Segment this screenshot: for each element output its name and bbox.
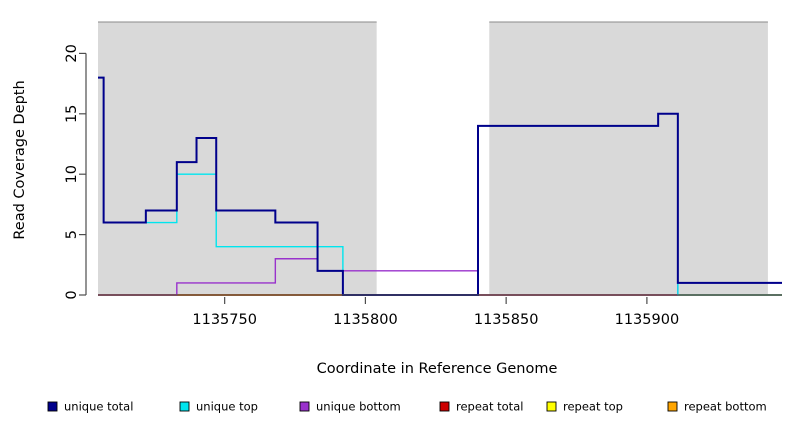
legend-item-unique-bottom[interactable]: unique bottom <box>299 400 401 414</box>
x-tick-label: 1135900 <box>615 312 680 328</box>
legend-swatch <box>546 401 557 412</box>
x-axis: 1135750 1135800 1135850 1135900 <box>98 294 782 328</box>
legend-swatch <box>299 401 310 412</box>
legend-label: repeat bottom <box>684 400 767 414</box>
legend-item-unique-top[interactable]: unique top <box>179 400 258 414</box>
legend-label: unique top <box>196 400 258 414</box>
legend-swatch <box>179 401 190 412</box>
legend-item-repeat-top[interactable]: repeat top <box>546 400 623 414</box>
x-axis-title: Coordinate in Reference Genome <box>317 361 558 377</box>
x-tick-label: 1135750 <box>192 312 257 328</box>
legend-item-repeat-bottom[interactable]: repeat bottom <box>667 400 767 414</box>
y-tick-label: 15 <box>64 105 80 123</box>
legend-swatch <box>47 401 58 412</box>
repeat-region-left <box>98 22 377 295</box>
legend-label: repeat total <box>456 400 523 414</box>
y-axis: 0 5 10 15 20 <box>64 44 87 300</box>
y-tick-label: 20 <box>64 44 80 62</box>
legend-item-unique-total[interactable]: unique total <box>47 400 133 414</box>
x-tick-label: 1135850 <box>474 312 539 328</box>
y-axis-title: Read Coverage Depth <box>12 80 28 239</box>
y-tick-label: 10 <box>64 165 80 183</box>
legend-item-repeat-total[interactable]: repeat total <box>439 400 523 414</box>
repeat-region-right <box>489 22 768 295</box>
shaded-regions <box>98 21 768 295</box>
x-tick-label: 1135800 <box>333 312 398 328</box>
legend-label: unique total <box>64 400 133 414</box>
series-unique-total <box>98 76 782 296</box>
y-tick-label: 5 <box>64 230 80 239</box>
legend-label: unique bottom <box>316 400 401 414</box>
legend-swatch <box>439 401 450 412</box>
legend-label: repeat top <box>563 400 623 414</box>
legend-swatch <box>667 401 678 412</box>
y-tick-label: 0 <box>64 290 80 299</box>
legend: unique total unique top unique bottom repea… <box>47 400 767 414</box>
